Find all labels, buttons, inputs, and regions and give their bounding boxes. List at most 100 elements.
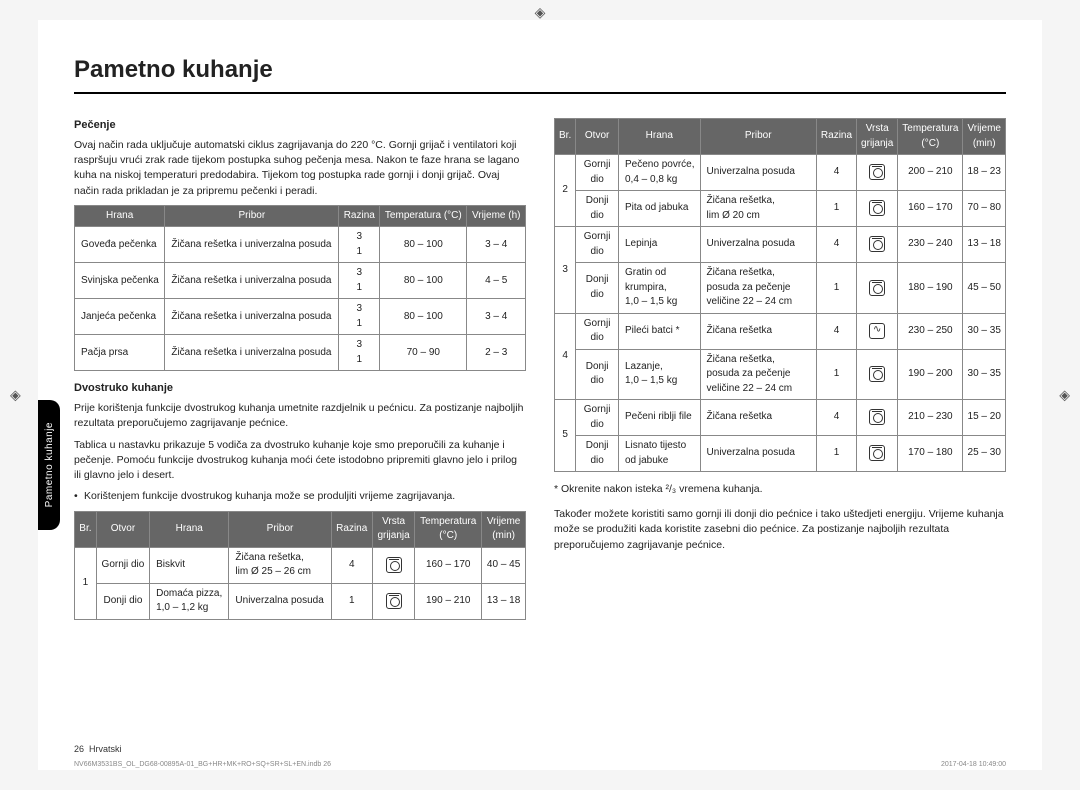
table-cell: 2 – 3 [467,335,526,371]
table-header: Vrstagrijanja [372,511,414,547]
table-cell: 80 – 100 [380,299,467,335]
table-row: 4Gornji dioPileći batci *Žičana rešetka4… [555,313,1006,349]
page-title: Pametno kuhanje [74,56,1006,94]
table-cell: 30 – 35 [963,313,1006,349]
table-cell: 4 – 5 [467,263,526,299]
table-header: Pribor [229,511,331,547]
heating-mode-icon [857,155,898,191]
table-cell: 4 [816,227,856,263]
heating-mode-icon [857,313,898,349]
table-header: Temperatura(°C) [898,119,963,155]
table-cell: 2 [555,155,576,227]
table-cell: 31 [339,227,380,263]
table-cell: Svinjska pečenka [75,263,165,299]
table-cell: 230 – 250 [898,313,963,349]
crop-mark-top: ◈ [535,4,546,21]
table-cell: 40 – 45 [482,547,526,583]
heating-mode-icon [857,349,898,400]
dvostruko-para3: Također možete koristiti samo gornji ili… [554,507,1006,553]
table-header: Temperatura (°C) [380,205,467,227]
table-cell: Univerzalna posuda [700,436,816,472]
table-header: Razina [816,119,856,155]
table-cell: 190 – 210 [415,583,482,619]
table-cell: Janjeća pečenka [75,299,165,335]
footer-time: 2017-04-18 10:49:00 [941,761,1006,768]
table-cell: Žičana rešetka i univerzalna posuda [165,299,339,335]
fan-icon [386,557,402,573]
table-cell: 31 [339,335,380,371]
table-cell: 5 [555,400,576,472]
table-cell: Pita od jabuka [619,191,701,227]
table-header: Razina [331,511,372,547]
table-cell: 1 [75,547,97,619]
fan-icon [869,409,885,425]
heating-mode-icon [857,263,898,314]
table-row: Janjeća pečenkaŽičana rešetka i univerza… [75,299,526,335]
side-tab: Pametno kuhanje [38,400,60,530]
crop-mark-left: ◈ [10,387,21,404]
table-cell: Pačja prsa [75,335,165,371]
table-cell: 160 – 170 [898,191,963,227]
table-header: Vrijeme(min) [963,119,1006,155]
table-cell: 160 – 170 [415,547,482,583]
fan-icon [869,200,885,216]
crop-mark-right: ◈ [1059,387,1070,404]
table-cell: 30 – 35 [963,349,1006,400]
table-cell: 1 [331,583,372,619]
heating-mode-icon [857,191,898,227]
table-cell: Donji dio [576,436,619,472]
table-cell: Žičana rešetka i univerzalna posuda [165,263,339,299]
table-header: Otvor [576,119,619,155]
dvostruko-table-2: Br.OtvorHranaPriborRazinaVrstagrijanjaTe… [554,118,1006,472]
table-cell: Lazanje,1,0 – 1,5 kg [619,349,701,400]
table-row: Pačja prsaŽičana rešetka i univerzalna p… [75,335,526,371]
table-cell: Gornji dio [576,313,619,349]
table-cell: 70 – 80 [963,191,1006,227]
table-cell: Gornji dio [576,155,619,191]
table-row: Svinjska pečenkaŽičana rešetka i univerz… [75,263,526,299]
table-header: Vrijeme (h) [467,205,526,227]
page-footer: 26 Hrvatski [74,744,1006,754]
table-header: Vrijeme(min) [482,511,526,547]
heating-mode-icon [372,547,414,583]
conv-icon [869,323,885,339]
table-cell: Lisnato tijesto od jabuke [619,436,701,472]
table-cell: Žičana rešetka i univerzalna posuda [165,335,339,371]
fan-icon [869,236,885,252]
table-cell: Domaća pizza,1,0 – 1,2 kg [150,583,229,619]
table-cell: 13 – 18 [963,227,1006,263]
table-cell: Univerzalna posuda [700,227,816,263]
table-row: 5Gornji dioPečeni riblji fileŽičana reše… [555,400,1006,436]
table-row: Donji dioPita od jabukaŽičana rešetka,li… [555,191,1006,227]
table-cell: 1 [816,263,856,314]
table-cell: 200 – 210 [898,155,963,191]
table-cell: 4 [816,313,856,349]
table-cell: 45 – 50 [963,263,1006,314]
table-cell: Žičana rešetka [700,400,816,436]
table-row: Goveđa pečenkaŽičana rešetka i univerzal… [75,227,526,263]
table-cell: Žičana rešetka,lim Ø 20 cm [700,191,816,227]
table-header: Otvor [96,511,149,547]
table-header: Br. [75,511,97,547]
table-cell: 170 – 180 [898,436,963,472]
heating-mode-icon [857,227,898,263]
pecenje-table: HranaPriborRazinaTemperatura (°C)Vrijeme… [74,205,526,372]
table-cell: 1 [816,349,856,400]
heating-mode-icon [857,436,898,472]
table-cell: Žičana rešetka [700,313,816,349]
footer-page: 26 Hrvatski [74,744,122,754]
content-columns: Pečenje Ovaj način rada uključuje automa… [74,112,1006,630]
fan-icon [869,280,885,296]
table-cell: Donji dio [576,191,619,227]
table-cell: 13 – 18 [482,583,526,619]
table-cell: Biskvit [150,547,229,583]
fan-icon [386,593,402,609]
table-row: Donji dioLazanje,1,0 – 1,5 kgŽičana reše… [555,349,1006,400]
table-cell: Žičana rešetka,posuda za pečenje veličin… [700,349,816,400]
table-cell: 230 – 240 [898,227,963,263]
fan-icon [869,164,885,180]
table-cell: Pečeni riblji file [619,400,701,436]
side-tab-label: Pametno kuhanje [44,422,55,507]
table-row: Donji dioLisnato tijesto od jabukeUniver… [555,436,1006,472]
dvostruko-bullet: Korištenjem funkcije dvostrukog kuhanja … [74,489,526,504]
